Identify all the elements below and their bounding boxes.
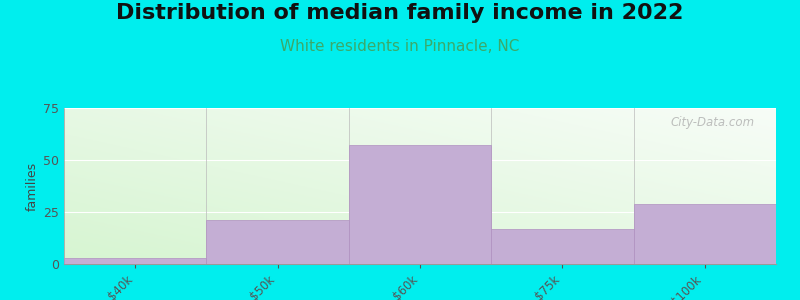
Bar: [349, 146, 491, 264]
Bar: [206, 220, 349, 264]
Text: City-Data.com: City-Data.com: [670, 116, 754, 129]
Text: White residents in Pinnacle, NC: White residents in Pinnacle, NC: [280, 39, 520, 54]
Y-axis label: families: families: [26, 161, 39, 211]
Bar: [64, 258, 206, 264]
Bar: [634, 204, 776, 264]
Bar: [491, 229, 634, 264]
Text: Distribution of median family income in 2022: Distribution of median family income in …: [116, 3, 684, 23]
